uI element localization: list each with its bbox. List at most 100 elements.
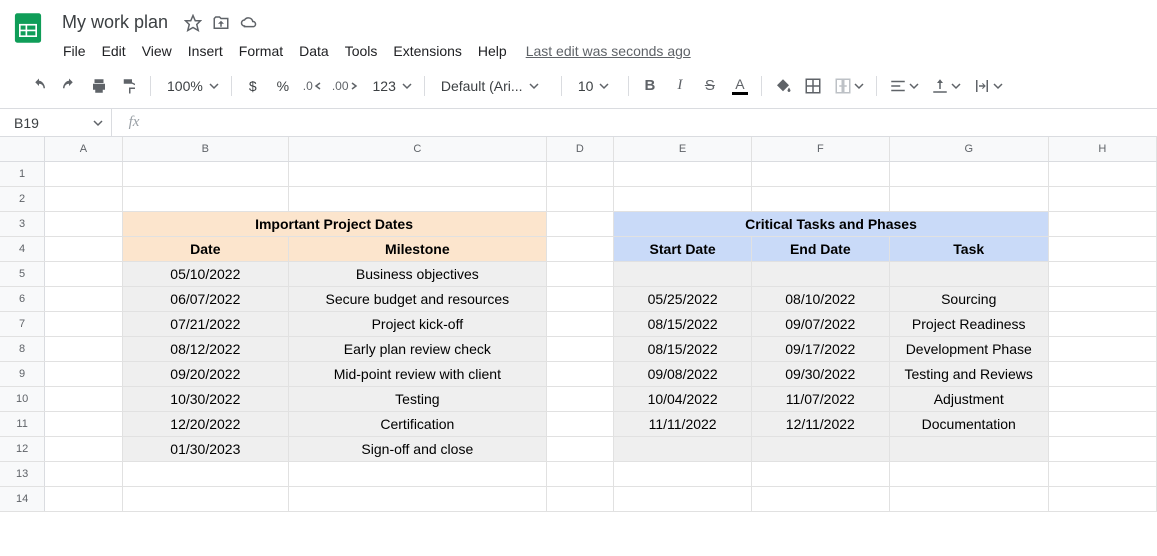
cell-E9[interactable]: 09/08/2022 (614, 361, 752, 386)
column-header-F[interactable]: F (751, 137, 889, 161)
cell-H14[interactable] (1048, 486, 1156, 511)
row-header-8[interactable]: 8 (0, 336, 45, 361)
cell-C11[interactable]: Certification (289, 411, 546, 436)
cell-C10[interactable]: Testing (289, 386, 546, 411)
column-header-B[interactable]: B (122, 137, 289, 161)
row-header-5[interactable]: 5 (0, 261, 45, 286)
cell-G9[interactable]: Testing and Reviews (889, 361, 1048, 386)
cell-G12[interactable] (889, 436, 1048, 461)
cell-D4[interactable] (546, 236, 614, 261)
cell-A11[interactable] (45, 411, 122, 436)
cell-E10[interactable]: 10/04/2022 (614, 386, 752, 411)
cell-H12[interactable] (1048, 436, 1156, 461)
cell-B2[interactable] (122, 186, 289, 211)
cell-A2[interactable] (45, 186, 122, 211)
cell-A6[interactable] (45, 286, 122, 311)
cell-E6[interactable]: 05/25/2022 (614, 286, 752, 311)
menu-view[interactable]: View (135, 39, 179, 63)
cell-A13[interactable] (45, 461, 122, 486)
cell-C2[interactable] (289, 186, 546, 211)
cell-E8[interactable]: 08/15/2022 (614, 336, 752, 361)
row-header-11[interactable]: 11 (0, 411, 45, 436)
row-header-10[interactable]: 10 (0, 386, 45, 411)
cell-G4[interactable]: Task (889, 236, 1048, 261)
cell-G7[interactable]: Project Readiness (889, 311, 1048, 336)
cell-F10[interactable]: 11/07/2022 (751, 386, 889, 411)
menu-insert[interactable]: Insert (181, 39, 230, 63)
italic-button[interactable]: I (667, 73, 693, 99)
cell-A10[interactable] (45, 386, 122, 411)
column-header-H[interactable]: H (1048, 137, 1156, 161)
text-wrap-button[interactable] (969, 73, 1007, 99)
cell-G14[interactable] (889, 486, 1048, 511)
cell-C9[interactable]: Mid-point review with client (289, 361, 546, 386)
menu-file[interactable]: File (56, 39, 93, 63)
cell-H1[interactable] (1048, 161, 1156, 186)
name-box[interactable]: B19 (0, 109, 112, 136)
decrease-decimal-button[interactable]: .0 (300, 73, 326, 99)
borders-button[interactable] (800, 73, 826, 99)
cell-F5[interactable] (751, 261, 889, 286)
cell-F13[interactable] (751, 461, 889, 486)
spreadsheet-grid[interactable]: ABCDEFGH123Important Project DatesCritic… (0, 137, 1157, 512)
cell-F11[interactable]: 12/11/2022 (751, 411, 889, 436)
cell-B11[interactable]: 12/20/2022 (122, 411, 289, 436)
bold-button[interactable]: B (637, 73, 663, 99)
cell-D11[interactable] (546, 411, 614, 436)
cell-H3[interactable] (1048, 211, 1156, 236)
cell-H4[interactable] (1048, 236, 1156, 261)
cell-D7[interactable] (546, 311, 614, 336)
cell-F9[interactable]: 09/30/2022 (751, 361, 889, 386)
cell-C1[interactable] (289, 161, 546, 186)
cell-F4[interactable]: End Date (751, 236, 889, 261)
cell-H2[interactable] (1048, 186, 1156, 211)
cell-H5[interactable] (1048, 261, 1156, 286)
row-header-4[interactable]: 4 (0, 236, 45, 261)
cell-B7[interactable]: 07/21/2022 (122, 311, 289, 336)
cell-G5[interactable] (889, 261, 1048, 286)
cell-C13[interactable] (289, 461, 546, 486)
row-header-2[interactable]: 2 (0, 186, 45, 211)
cell-D9[interactable] (546, 361, 614, 386)
print-button[interactable] (86, 73, 112, 99)
cell-E5[interactable] (614, 261, 752, 286)
row-header-14[interactable]: 14 (0, 486, 45, 511)
more-formats-button[interactable]: 123 (365, 73, 416, 99)
cell-D13[interactable] (546, 461, 614, 486)
vertical-align-button[interactable] (927, 73, 965, 99)
column-header-A[interactable]: A (45, 137, 122, 161)
merge-cells-button[interactable] (830, 73, 868, 99)
cell-F7[interactable]: 09/07/2022 (751, 311, 889, 336)
cell-A4[interactable] (45, 236, 122, 261)
cell-D5[interactable] (546, 261, 614, 286)
row-header-6[interactable]: 6 (0, 286, 45, 311)
cell-A14[interactable] (45, 486, 122, 511)
font-dropdown[interactable]: Default (Ari... (433, 73, 553, 99)
cell-G10[interactable]: Adjustment (889, 386, 1048, 411)
cell-D12[interactable] (546, 436, 614, 461)
increase-decimal-button[interactable]: .00 (330, 73, 361, 99)
cell-H13[interactable] (1048, 461, 1156, 486)
cell-C12[interactable]: Sign-off and close (289, 436, 546, 461)
cell-A12[interactable] (45, 436, 122, 461)
column-header-C[interactable]: C (289, 137, 546, 161)
cell-A1[interactable] (45, 161, 122, 186)
row-header-12[interactable]: 12 (0, 436, 45, 461)
zoom-dropdown[interactable]: 100% (159, 73, 223, 99)
cell-E1[interactable] (614, 161, 752, 186)
cell-F1[interactable] (751, 161, 889, 186)
column-header-E[interactable]: E (614, 137, 752, 161)
cell-E13[interactable] (614, 461, 752, 486)
cloud-status-icon[interactable] (240, 14, 258, 32)
cell-D14[interactable] (546, 486, 614, 511)
cell-H6[interactable] (1048, 286, 1156, 311)
cell-H7[interactable] (1048, 311, 1156, 336)
redo-button[interactable] (56, 73, 82, 99)
cell-B6[interactable]: 06/07/2022 (122, 286, 289, 311)
currency-button[interactable]: $ (240, 73, 266, 99)
cell-C7[interactable]: Project kick-off (289, 311, 546, 336)
row-header-7[interactable]: 7 (0, 311, 45, 336)
cell-G2[interactable] (889, 186, 1048, 211)
percent-button[interactable]: % (270, 73, 296, 99)
column-header-G[interactable]: G (889, 137, 1048, 161)
